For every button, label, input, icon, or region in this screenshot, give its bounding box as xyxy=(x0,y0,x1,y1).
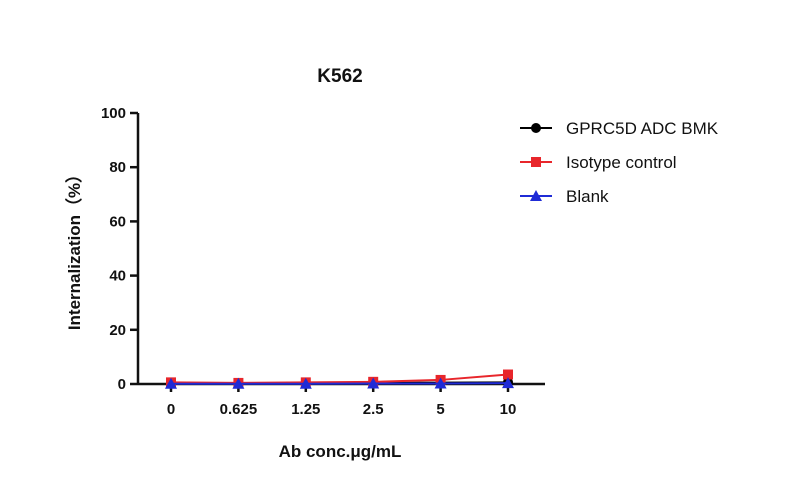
y-tick-label: 40 xyxy=(109,268,126,285)
x-tick-label: 0 xyxy=(167,401,175,418)
series-line xyxy=(171,382,509,385)
x-axis-label: Ab conc.μg/mL xyxy=(279,442,402,461)
data-point xyxy=(299,377,312,389)
data-point xyxy=(434,377,447,389)
x-tick-label: 1.25 xyxy=(291,401,320,418)
legend-marker xyxy=(530,190,542,201)
data-point xyxy=(232,377,245,389)
data-point xyxy=(367,377,380,389)
chart-title: K562 xyxy=(317,66,362,87)
legend: GPRC5D ADC BMK Isotype control Blank xyxy=(520,119,719,206)
x-tick-label: 5 xyxy=(436,401,444,418)
x-tick-label: 10 xyxy=(500,401,517,418)
legend-item: Blank xyxy=(520,187,609,206)
y-tick-label: 0 xyxy=(118,376,126,393)
legend-marker xyxy=(531,123,541,133)
y-tick-label: 100 xyxy=(101,105,126,122)
legend-marker xyxy=(531,157,541,167)
legend-item: GPRC5D ADC BMK xyxy=(520,119,719,138)
x-tick-label: 0.625 xyxy=(220,401,258,418)
y-tick-label: 20 xyxy=(109,322,126,339)
data-point xyxy=(165,377,177,389)
x-axis: 0 0.625 1.25 2.5 5 10 xyxy=(138,382,545,418)
data-point xyxy=(503,369,513,380)
legend-label: Isotype control xyxy=(566,153,677,172)
plot-series xyxy=(165,369,514,389)
legend-label: GPRC5D ADC BMK xyxy=(566,119,719,138)
series-triangle xyxy=(165,377,514,389)
y-axis: 0 20 40 60 80 100 xyxy=(101,105,140,393)
y-tick-label: 60 xyxy=(109,213,126,230)
y-tick-label: 80 xyxy=(109,159,126,176)
x-tick-label: 2.5 xyxy=(363,401,384,418)
legend-label: Blank xyxy=(566,187,609,206)
legend-item: Isotype control xyxy=(520,153,677,172)
data-point xyxy=(502,377,514,389)
y-axis-label: Internalization（%） xyxy=(64,166,84,330)
